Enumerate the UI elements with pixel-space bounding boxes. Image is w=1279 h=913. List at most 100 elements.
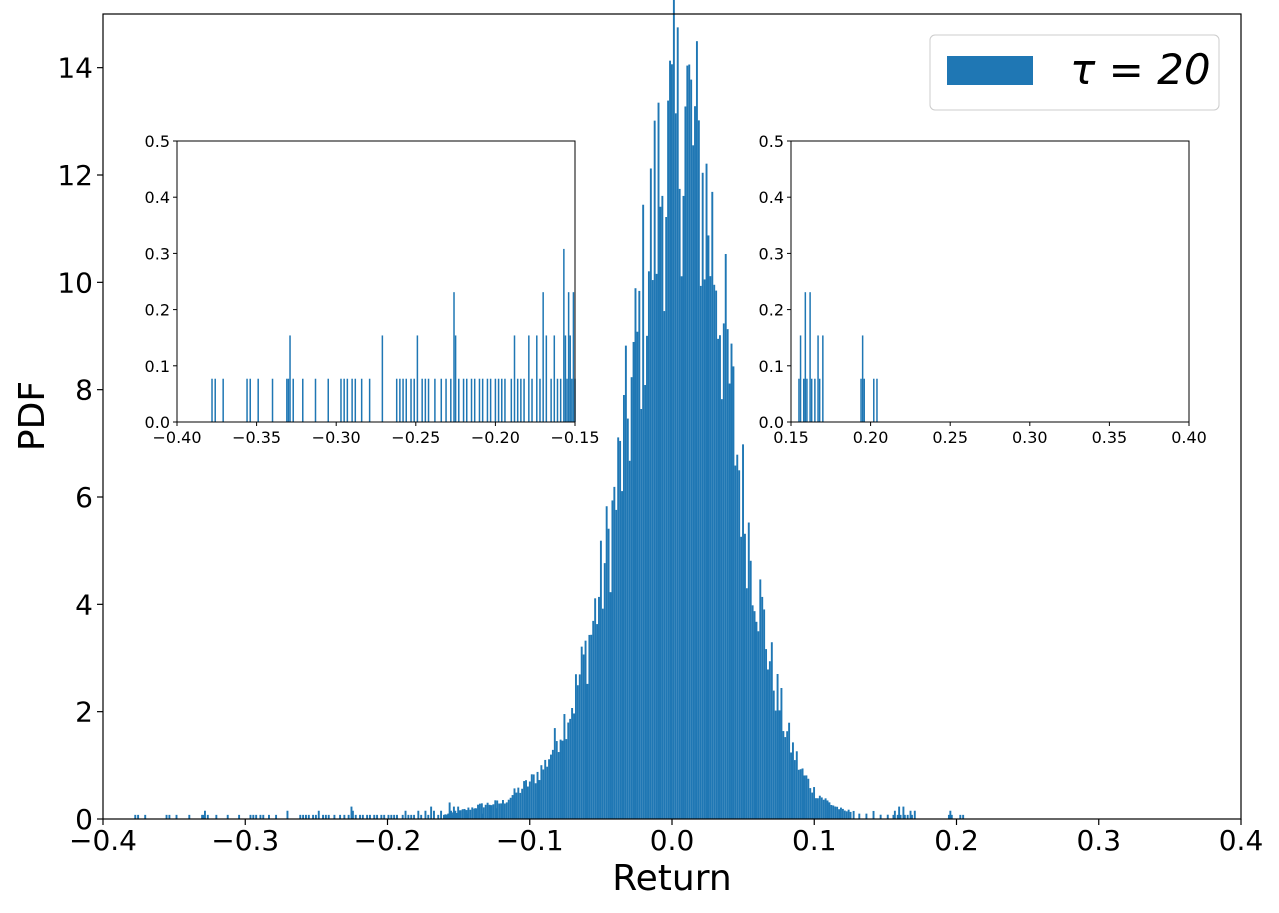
x-tick-label: −0.2 xyxy=(354,824,422,857)
histogram-bar xyxy=(909,810,912,819)
histogram-bar xyxy=(730,343,733,819)
inset-left-chart: −0.40 −0.35 −0.30 −0.25 −0.20 −0.15 0.0 0.1 0.2… xyxy=(145,132,600,447)
histogram-bar xyxy=(366,814,369,819)
histogram-bar xyxy=(526,786,529,819)
histogram-bar xyxy=(684,106,687,820)
inset-histogram-bar xyxy=(458,378,460,422)
histogram-bar xyxy=(770,642,773,819)
histogram-bar xyxy=(753,611,756,819)
inset-histogram-bar xyxy=(314,378,317,422)
histogram-bar xyxy=(459,810,462,819)
histogram-bar xyxy=(824,798,827,819)
histogram-bar xyxy=(651,280,654,819)
inset-histogram-bar xyxy=(545,335,548,422)
histogram-bar xyxy=(202,814,205,819)
histogram-bar xyxy=(807,778,810,819)
histogram-bar xyxy=(692,145,695,819)
inset-x-tick-label: −0.30 xyxy=(312,428,361,447)
histogram-bar xyxy=(599,540,602,819)
histogram-bar xyxy=(906,814,909,819)
inset-histogram-bar xyxy=(572,292,575,422)
histogram-bar xyxy=(791,742,794,819)
inset-right-chart: 0.15 0.20 0.25 0.30 0.35 0.40 0.0 0.1 0.2 0.3 0.4… xyxy=(759,132,1207,447)
histogram-bar xyxy=(188,814,191,819)
inset-histogram-bar xyxy=(799,335,802,422)
histogram-bar xyxy=(361,814,364,819)
histogram-bar xyxy=(840,807,842,819)
histogram-bar xyxy=(813,787,816,819)
histogram-bar xyxy=(168,814,171,819)
histogram-bar xyxy=(705,163,708,819)
histogram-bar xyxy=(383,814,386,819)
histogram-bar xyxy=(540,765,543,819)
histogram-bar xyxy=(576,685,579,819)
histogram-bar xyxy=(768,661,771,819)
histogram-bar xyxy=(621,491,623,819)
histogram-bar xyxy=(482,807,485,819)
histogram-bar xyxy=(484,804,487,819)
inset-left-y-ticks: 0.0 0.1 0.2 0.3 0.4 0.5 xyxy=(145,132,177,432)
histogram-bar xyxy=(551,749,554,819)
histogram-bar xyxy=(206,814,209,819)
histogram-bar xyxy=(498,803,501,819)
histogram-bar xyxy=(763,609,766,819)
histogram-bar xyxy=(962,814,965,819)
histogram-bar xyxy=(503,803,506,819)
inset-histogram-bar xyxy=(470,378,473,422)
histogram-bar xyxy=(302,814,305,819)
histogram-bar xyxy=(676,27,679,820)
histogram-bar xyxy=(437,814,440,819)
inset-right-histogram-bars xyxy=(798,292,878,422)
histogram-bar xyxy=(513,788,516,819)
histogram-bar xyxy=(892,814,895,819)
histogram-bar xyxy=(711,191,714,819)
histogram-bar xyxy=(573,713,575,819)
inset-histogram-bar xyxy=(453,292,455,422)
histogram-bar xyxy=(347,814,350,819)
histogram-bar xyxy=(836,806,839,819)
histogram-bar xyxy=(495,808,498,819)
histogram-bar xyxy=(486,802,489,819)
histogram-bar xyxy=(872,810,875,819)
inset-histogram-bar xyxy=(860,378,862,422)
inset-histogram-bar xyxy=(410,378,412,422)
main-y-axis-label: PDF xyxy=(12,381,53,451)
histogram-bar xyxy=(688,64,691,819)
histogram-bar xyxy=(678,188,681,819)
inset-histogram-bar xyxy=(249,378,251,422)
histogram-bar xyxy=(784,737,787,819)
histogram-bar xyxy=(626,418,629,819)
histogram-bar xyxy=(672,0,675,819)
histogram-bar xyxy=(442,814,445,819)
inset-histogram-bar xyxy=(494,378,497,422)
inset-right-y-ticks: 0.0 0.1 0.2 0.3 0.4 0.5 xyxy=(759,132,791,432)
inset-histogram-bar xyxy=(222,378,224,422)
inset-histogram-bar xyxy=(486,378,489,422)
histogram-bar xyxy=(728,383,731,819)
histogram-bar xyxy=(327,814,330,819)
inset-histogram-bar xyxy=(368,378,371,422)
inset-histogram-bar xyxy=(528,335,530,422)
inset-histogram-bar xyxy=(520,378,522,422)
x-tick-label: 0.0 xyxy=(650,824,695,857)
histogram-bar xyxy=(553,728,556,819)
histogram-bar xyxy=(215,814,218,819)
inset-histogram-bar xyxy=(814,378,816,422)
histogram-bar xyxy=(351,810,354,819)
histogram-bar xyxy=(528,781,531,819)
histogram-bar xyxy=(417,810,420,819)
histogram-bar xyxy=(655,273,658,819)
main-x-axis-label: Return xyxy=(612,858,731,899)
histogram-bar xyxy=(569,718,572,819)
histogram-bar xyxy=(507,799,510,819)
histogram-bar xyxy=(538,780,541,819)
histogram-bar xyxy=(447,813,450,819)
histogram-bar xyxy=(165,814,168,819)
inset-x-tick-label: 0.25 xyxy=(932,428,968,447)
histogram-bar xyxy=(638,290,641,819)
histogram-bar xyxy=(494,800,497,819)
histogram-bar xyxy=(463,808,466,819)
histogram-bar xyxy=(457,806,460,819)
inset-y-tick-label: 0.0 xyxy=(145,413,170,432)
histogram-bar xyxy=(757,631,760,819)
